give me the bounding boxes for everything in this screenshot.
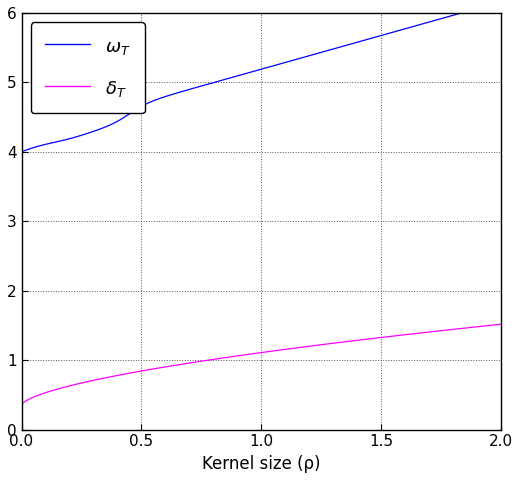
- Legend: $\omega_T$, $\delta_T$: $\omega_T$, $\delta_T$: [31, 22, 145, 113]
- X-axis label: Kernel size (ρ): Kernel size (ρ): [202, 455, 320, 473]
